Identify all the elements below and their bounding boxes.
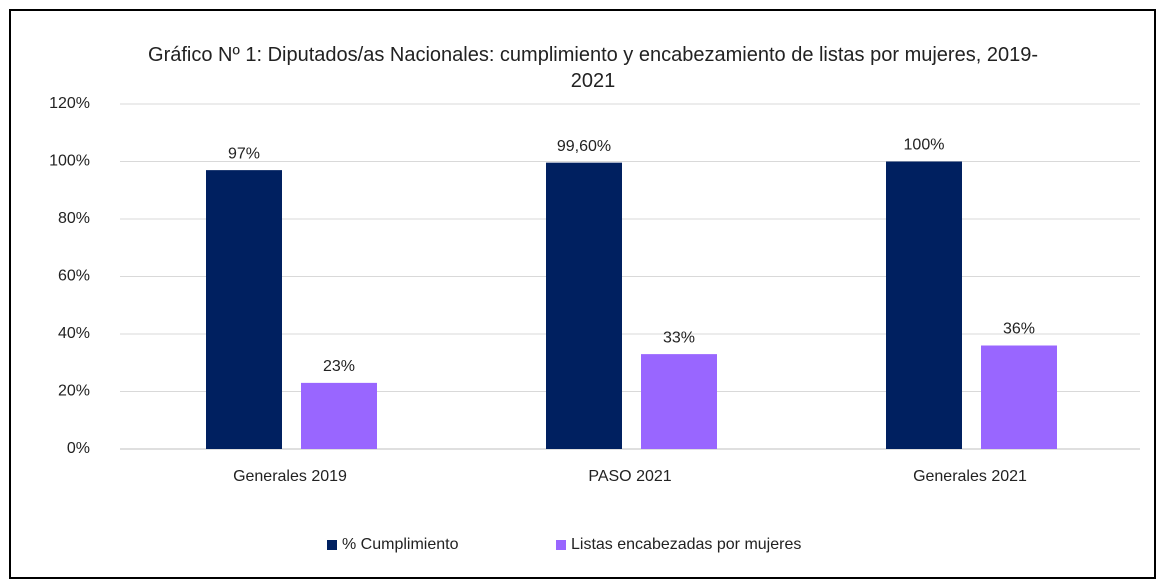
x-tick-label: PASO 2021 <box>588 468 671 485</box>
bar <box>886 161 962 449</box>
legend-label: Listas encabezadas por mujeres <box>571 536 801 553</box>
chart-title: Gráfico Nº 1: Diputados/as Nacionales: c… <box>148 44 1038 92</box>
data-label: 99,60% <box>557 138 611 155</box>
data-label: 100% <box>904 137 945 154</box>
legend-swatch <box>556 540 566 550</box>
x-tick-label: Generales 2019 <box>233 468 347 485</box>
bar <box>301 382 377 449</box>
y-tick-label: 100% <box>49 153 90 170</box>
bar <box>641 354 717 449</box>
data-label: 23% <box>323 358 355 375</box>
y-tick-label: 80% <box>58 210 90 227</box>
x-tick-label: Generales 2021 <box>913 468 1027 485</box>
bar <box>546 162 622 449</box>
y-tick-label: 20% <box>58 383 90 400</box>
y-tick-label: 60% <box>58 268 90 285</box>
y-tick-label: 40% <box>58 325 90 342</box>
data-label: 36% <box>1003 321 1035 338</box>
bar <box>981 345 1057 449</box>
bar <box>206 170 282 449</box>
data-label: 97% <box>228 145 260 162</box>
y-tick-label: 0% <box>67 440 90 457</box>
data-label: 33% <box>663 329 695 346</box>
legend-swatch <box>327 540 337 550</box>
legend-label: % Cumplimiento <box>342 536 459 553</box>
y-tick-label: 120% <box>49 95 90 112</box>
